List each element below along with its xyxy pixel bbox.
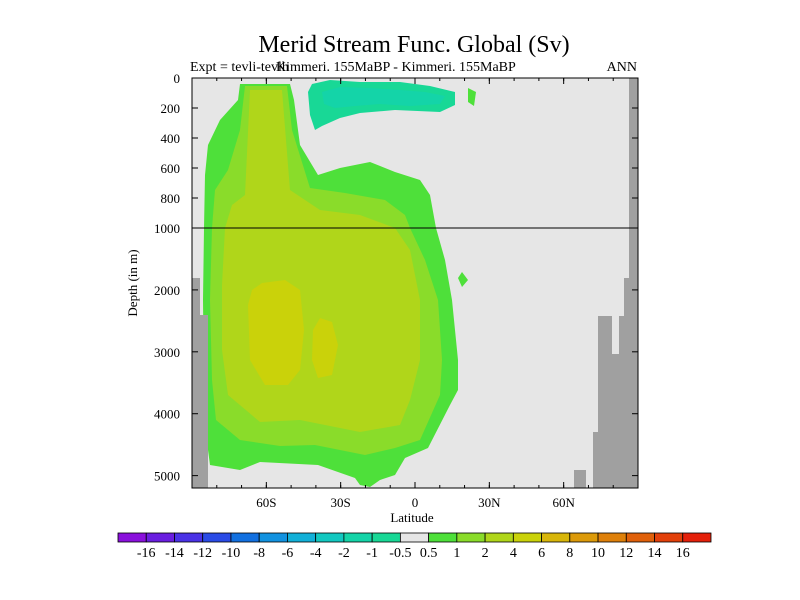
colorbar-swatch bbox=[654, 532, 684, 543]
colorbar-swatch bbox=[569, 532, 599, 543]
colorbar-swatch bbox=[117, 532, 147, 543]
contour-fill-4-to-6-mid bbox=[312, 318, 338, 378]
colorbar-label: -1 bbox=[366, 546, 378, 561]
colorbar-swatch bbox=[597, 532, 627, 543]
colorbar-label: 2 bbox=[482, 546, 489, 561]
colorbar-swatch bbox=[541, 532, 571, 543]
x-tick-label: 30N bbox=[478, 495, 501, 510]
x-axis-label: Latitude bbox=[390, 510, 434, 525]
x-axis-ticks: 60S 30S 0 30N 60N bbox=[191, 78, 639, 510]
land-mask-north-small bbox=[574, 470, 586, 488]
y-axis-ticks: 0 200 400 600 800 1000 2000 3000 4000 5000 bbox=[154, 71, 638, 484]
colorbar-label: 8 bbox=[566, 546, 573, 561]
colorbar-label: -0.5 bbox=[389, 546, 411, 561]
colorbar-label: 14 bbox=[648, 546, 662, 561]
colorbar-label: 10 bbox=[591, 546, 605, 561]
y-tick-label: 3000 bbox=[154, 345, 180, 360]
colorbar: -16 -14 -12 -10 -8 -6 -4 -2 -1 -0.5 0.5 1 2 4 6 8 10 12 14… bbox=[117, 532, 712, 561]
colorbar-swatch bbox=[287, 532, 317, 543]
contour-fill-0-5-to-1-north bbox=[468, 88, 476, 106]
colorbar-label: 6 bbox=[538, 546, 545, 561]
colorbar-label: -2 bbox=[338, 546, 350, 561]
colorbar-swatch bbox=[371, 532, 401, 543]
contour-fill-4-to-6-south bbox=[248, 280, 304, 385]
colorbar-label: 0.5 bbox=[420, 546, 438, 561]
colorbar-label: 16 bbox=[676, 546, 690, 561]
colorbar-label: -16 bbox=[137, 546, 156, 561]
subtitle-season: ANN bbox=[607, 60, 637, 75]
colorbar-label: 1 bbox=[453, 546, 460, 561]
colorbar-label: -8 bbox=[253, 546, 265, 561]
colorbar-label: -14 bbox=[165, 546, 184, 561]
y-tick-label: 600 bbox=[161, 161, 181, 176]
y-tick-label: 0 bbox=[174, 71, 181, 86]
land-mask-north bbox=[593, 278, 638, 488]
y-axis-label: Depth (in m) bbox=[125, 249, 140, 316]
colorbar-swatch bbox=[428, 532, 458, 543]
colorbar-label: -12 bbox=[193, 546, 212, 561]
y-tick-label: 200 bbox=[161, 101, 181, 116]
y-tick-label: 2000 bbox=[154, 283, 180, 298]
colorbar-label: 4 bbox=[510, 546, 517, 561]
x-tick-label: 60S bbox=[256, 495, 276, 510]
y-tick-label: 1000 bbox=[154, 221, 180, 236]
contour-fill-neg2-to-neg1 bbox=[322, 87, 445, 108]
colorbar-label: 12 bbox=[619, 546, 633, 561]
colorbar-swatch bbox=[484, 532, 514, 543]
colorbar-swatch bbox=[343, 532, 373, 543]
colorbar-swatch bbox=[315, 532, 345, 543]
subtitle-comparison: Kimmeri. 155MaBP - Kimmeri. 155MaBP bbox=[276, 60, 516, 75]
colorbar-swatch bbox=[145, 532, 175, 543]
colorbar-label: -6 bbox=[282, 546, 294, 561]
y-tick-label: 4000 bbox=[154, 407, 180, 422]
colorbar-swatch bbox=[202, 532, 232, 543]
x-tick-label: 0 bbox=[412, 495, 419, 510]
colorbar-swatch bbox=[625, 532, 655, 543]
y-tick-label: 800 bbox=[161, 191, 181, 206]
y-tick-label: 400 bbox=[161, 131, 181, 146]
land-mask-south bbox=[192, 278, 208, 488]
x-tick-label: 30S bbox=[331, 495, 351, 510]
x-tick-label: 60N bbox=[552, 495, 575, 510]
y-tick-label: 5000 bbox=[154, 469, 180, 484]
chart-title: Merid Stream Func. Global (Sv) bbox=[258, 32, 569, 58]
colorbar-swatch bbox=[399, 532, 430, 543]
colorbar-swatch bbox=[456, 532, 486, 543]
plot-area bbox=[191, 77, 639, 489]
colorbar-swatch bbox=[258, 532, 288, 543]
colorbar-swatch bbox=[174, 532, 204, 543]
colorbar-label: -10 bbox=[222, 546, 241, 561]
subtitle-experiment: Expt = tevli-tevlh bbox=[190, 60, 289, 75]
contour-fill-0-5-to-1-small bbox=[458, 272, 468, 287]
colorbar-swatch bbox=[682, 532, 712, 543]
colorbar-swatch bbox=[230, 532, 260, 543]
colorbar-swatch bbox=[512, 532, 542, 543]
colorbar-label: -4 bbox=[310, 546, 322, 561]
